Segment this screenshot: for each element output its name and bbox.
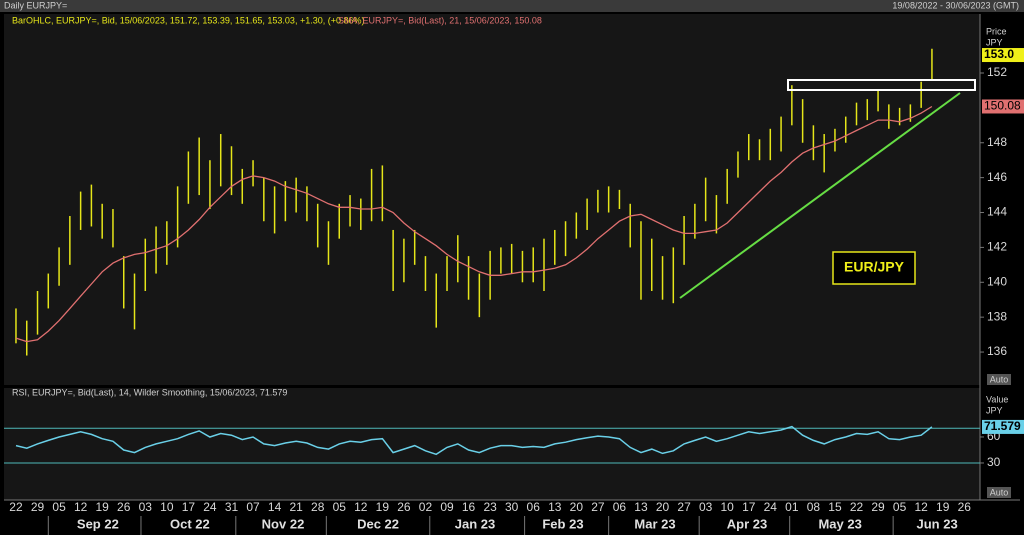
- month-label: Apr 23: [727, 516, 767, 531]
- y-tick-label: 152: [987, 65, 1007, 79]
- x-tick-label: 05: [333, 500, 347, 514]
- month-label: Feb 23: [542, 516, 583, 531]
- rsi-line: [15, 425, 933, 456]
- header-left: Daily EURJPY=: [4, 0, 67, 10]
- auto-button[interactable]: [987, 374, 1011, 385]
- sma-line: [15, 105, 933, 343]
- x-tick-label: 17: [742, 500, 756, 514]
- axis-title: Value: [986, 394, 1008, 404]
- x-tick-label: 08: [807, 500, 821, 514]
- x-tick-label: 28: [311, 500, 325, 514]
- x-tick-label: 14: [268, 500, 282, 514]
- legend-rsi: RSI, EURJPY=, Bid(Last), 14, Wilder Smoo…: [12, 387, 287, 397]
- x-tick-label: 21: [289, 500, 303, 514]
- x-tick-label: 30: [505, 500, 519, 514]
- price-panel: [4, 14, 980, 385]
- x-tick-label: 06: [613, 500, 627, 514]
- value-tag: [982, 419, 1024, 434]
- x-tick-label: 05: [893, 500, 907, 514]
- x-tick-label: 12: [354, 500, 368, 514]
- x-tick-label: 26: [958, 500, 972, 514]
- y-tick-label: 140: [987, 274, 1007, 288]
- x-tick-label: 20: [656, 500, 670, 514]
- x-tick-label: 27: [677, 500, 691, 514]
- axis-title: Price: [986, 26, 1007, 36]
- x-tick-label: 31: [225, 500, 239, 514]
- value-tag-label: 153.0: [984, 47, 1014, 61]
- x-tick-label: 27: [591, 500, 605, 514]
- x-tick-label: 06: [527, 500, 541, 514]
- month-label: Jun 23: [917, 516, 958, 531]
- x-tick-label: 12: [914, 500, 928, 514]
- x-tick-label: 19: [376, 500, 390, 514]
- x-tick-label: 02: [419, 500, 433, 514]
- x-tick-label: 22: [9, 500, 23, 514]
- header-right: 19/08/2022 - 30/06/2023 (GMT): [892, 0, 1019, 10]
- auto-label[interactable]: Auto: [990, 374, 1009, 384]
- x-tick-label: 03: [699, 500, 713, 514]
- axis-unit: JPY: [986, 405, 1003, 415]
- month-label: Jan 23: [455, 516, 495, 531]
- x-tick-label: 10: [721, 500, 735, 514]
- x-tick-label: 26: [397, 500, 411, 514]
- rsi-panel: [4, 388, 980, 500]
- trend-line: [679, 92, 961, 299]
- y-tick-label: 146: [987, 170, 1007, 184]
- y-tick-label: 136: [987, 344, 1007, 358]
- x-tick-label: 13: [634, 500, 648, 514]
- x-tick-label: 03: [139, 500, 153, 514]
- y-tick-label: 142: [987, 240, 1007, 254]
- month-label: May 23: [818, 516, 861, 531]
- y-tick-label: 148: [987, 135, 1007, 149]
- value-tag-label: 150.08: [984, 99, 1021, 113]
- x-tick-label: 19: [96, 500, 110, 514]
- x-tick-label: 22: [850, 500, 864, 514]
- x-tick-label: 05: [52, 500, 66, 514]
- legend-sma: SMA, EURJPY=, Bid(Last), 21, 15/06/2023,…: [338, 15, 542, 25]
- month-label: Nov 22: [262, 516, 305, 531]
- value-tag: [982, 48, 1024, 63]
- x-tick-label: 09: [440, 500, 454, 514]
- x-tick-label: 10: [160, 500, 174, 514]
- x-tick-label: 17: [182, 500, 196, 514]
- x-tick-label: 29: [871, 500, 885, 514]
- x-tick-label: 15: [828, 500, 842, 514]
- month-label: Dec 22: [357, 516, 399, 531]
- month-label: Oct 22: [170, 516, 210, 531]
- resistance-box: [787, 79, 976, 91]
- x-tick-label: 13: [548, 500, 562, 514]
- x-tick-label: 29: [31, 500, 45, 514]
- value-tag: [982, 99, 1024, 114]
- x-tick-label: 26: [117, 500, 131, 514]
- y-tick-label: 30: [987, 455, 1001, 469]
- x-tick-label: 12: [74, 500, 88, 514]
- header-bar: [0, 0, 1024, 12]
- x-tick-label: 24: [203, 500, 217, 514]
- x-tick-label: 24: [764, 500, 778, 514]
- legend-bars: BarOHLC, EURJPY=, Bid, 15/06/2023, 151.7…: [12, 15, 365, 25]
- y-tick-label: 138: [987, 309, 1007, 323]
- x-tick-label: 16: [462, 500, 476, 514]
- axis-unit: JPY: [986, 37, 1003, 47]
- month-label: Sep 22: [77, 516, 119, 531]
- month-label: Mar 23: [634, 516, 675, 531]
- x-tick-label: 01: [785, 500, 799, 514]
- y-tick-label: 144: [987, 205, 1007, 219]
- auto-label[interactable]: Auto: [990, 487, 1009, 497]
- x-tick-label: 07: [246, 500, 260, 514]
- annotation: EUR/JPY: [844, 259, 905, 275]
- x-tick-label: 19: [936, 500, 950, 514]
- annotation-box: [832, 251, 916, 285]
- x-tick-label: 23: [483, 500, 497, 514]
- x-tick-label: 20: [570, 500, 584, 514]
- value-tag-label: 71.579: [984, 419, 1021, 433]
- auto-button[interactable]: [987, 487, 1011, 498]
